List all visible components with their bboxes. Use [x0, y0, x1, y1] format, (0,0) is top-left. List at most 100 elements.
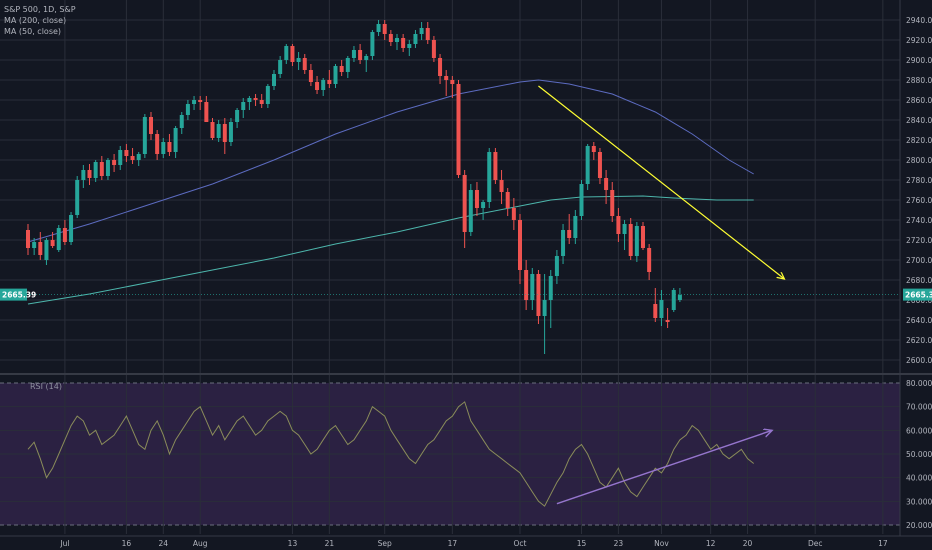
x-tick-label: 23: [614, 539, 624, 548]
candle-body: [38, 242, 43, 255]
candle-body: [93, 162, 98, 178]
candle-body: [530, 274, 535, 300]
candle-body: [561, 230, 566, 256]
candle-body: [105, 160, 110, 176]
candle-body: [333, 66, 338, 84]
ma50-line: [27, 79, 754, 243]
candle-body: [26, 230, 30, 248]
candle-body: [579, 184, 584, 216]
price-tick-label: 2620.00: [906, 336, 932, 345]
candle-body: [272, 74, 276, 86]
candle-body: [155, 134, 160, 154]
candle-body: [604, 178, 609, 190]
candle-body: [198, 100, 203, 102]
candle-body: [548, 276, 553, 300]
candle-body: [99, 162, 104, 176]
candle-body: [622, 224, 627, 234]
price-tick-label: 2800.00: [906, 156, 932, 165]
legend-ma200: MA (200, close): [4, 16, 67, 25]
candle-body: [536, 274, 541, 316]
candle-body: [136, 154, 141, 160]
candle-body: [222, 124, 227, 142]
candle-body: [56, 228, 61, 250]
candle-body: [81, 170, 86, 180]
candle-body: [499, 180, 504, 192]
x-tick-label: 17: [448, 539, 458, 548]
candle-body: [647, 248, 652, 272]
rsi-tick-label: 80.0000: [906, 379, 932, 388]
price-tick-label: 2720.00: [906, 236, 932, 245]
price-tick-label: 2680.00: [906, 276, 932, 285]
candle-body: [204, 102, 209, 122]
candle-body: [376, 24, 381, 32]
x-tick-label: Sep: [378, 539, 392, 548]
candle-body: [370, 32, 375, 56]
candle-body: [444, 76, 449, 80]
candle-body: [388, 34, 393, 42]
candle-body: [112, 160, 117, 165]
x-tick-label: 24: [159, 539, 169, 548]
rsi-tick-label: 30.0000: [906, 497, 932, 506]
candle-body: [628, 224, 633, 256]
candle-body: [511, 208, 516, 220]
candle-body: [253, 98, 258, 100]
x-tick-label: 12: [706, 539, 716, 548]
legend-ma50: MA (50, close): [4, 27, 62, 36]
price-tick-label: 2740.00: [906, 216, 932, 225]
legend: S&P 500, 1D, S&P MA (200, close) MA (50,…: [4, 4, 76, 37]
price-tick-label: 2760.00: [906, 196, 932, 205]
candle-body: [493, 152, 498, 180]
candle-body: [50, 240, 55, 246]
candle-body: [597, 152, 602, 178]
x-tick-label: 17: [878, 539, 888, 548]
x-tick-label: Oct: [514, 539, 527, 548]
candle-body: [62, 228, 67, 242]
candle-body: [185, 104, 190, 115]
candle-body: [179, 115, 184, 128]
candle-body: [462, 175, 467, 232]
candle-body: [524, 270, 529, 300]
candle-body: [321, 80, 326, 90]
candle-body: [358, 50, 363, 60]
candle-body: [210, 122, 215, 138]
rsi-tick-label: 50.0000: [906, 450, 932, 459]
candle-body: [32, 242, 37, 248]
candle-body: [124, 150, 129, 156]
candle-body: [118, 150, 123, 165]
candle-body: [395, 38, 399, 42]
candle-body: [247, 98, 252, 102]
candle-body: [75, 180, 80, 215]
candle-body: [419, 28, 424, 34]
candle-body: [438, 58, 443, 76]
candle-body: [474, 190, 479, 208]
x-tick-label: Dec: [808, 539, 823, 548]
candle-body: [87, 170, 92, 178]
rsi-legend: RSI (14): [30, 382, 62, 391]
candle-body: [659, 300, 664, 318]
candle-body: [228, 122, 233, 142]
candle-body: [302, 58, 307, 70]
candle-body: [542, 300, 547, 316]
x-tick-label: 21: [325, 539, 335, 548]
candle-body: [149, 117, 153, 134]
x-tick-label: Jul: [59, 539, 69, 548]
price-tick-label: 2940.00: [906, 16, 932, 25]
x-tick-label: 20: [743, 539, 753, 548]
legend-symbol: S&P 500, 1D, S&P: [4, 5, 76, 14]
price-tick-label: 2700.00: [906, 256, 932, 265]
x-tick-label: Aug: [193, 539, 208, 548]
candle-body: [616, 216, 621, 234]
candle-body: [216, 124, 221, 138]
candle-body: [425, 28, 430, 40]
candle-body: [351, 50, 356, 58]
candle-body: [265, 86, 270, 104]
price-tick-label: 2600.00: [906, 356, 932, 365]
candle-body: [327, 80, 332, 84]
candle-body: [573, 216, 578, 238]
rsi-tick-label: 60.0000: [906, 426, 932, 435]
candle-body: [518, 220, 522, 270]
last-price-label-left: 2665.39: [2, 291, 36, 300]
candle-body: [192, 100, 197, 104]
price-tick-label: 2640.00: [906, 316, 932, 325]
